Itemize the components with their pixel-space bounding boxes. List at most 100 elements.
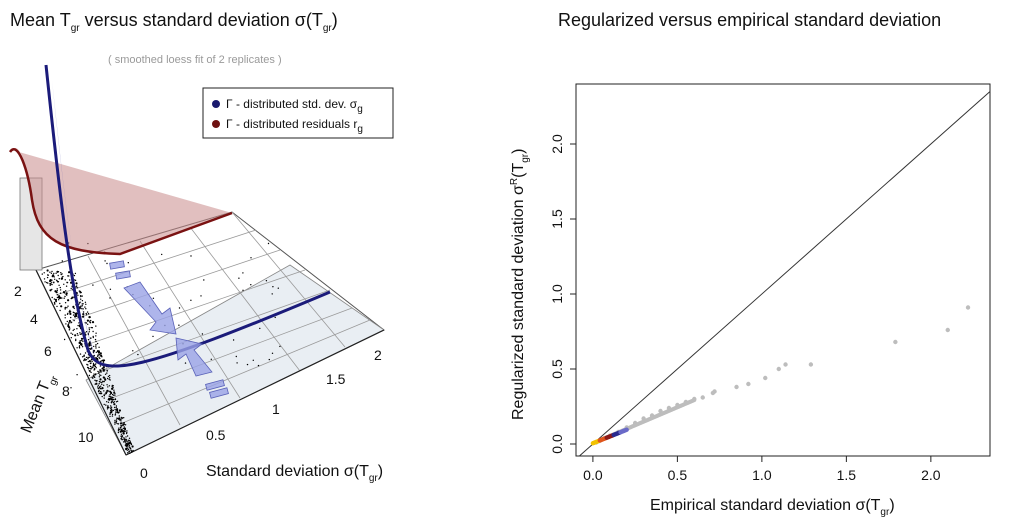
scatter-point xyxy=(66,307,68,309)
scatter-point xyxy=(98,380,101,383)
scatter-point xyxy=(65,293,67,295)
low-value-density-points xyxy=(590,427,629,446)
scatter-point xyxy=(130,450,133,452)
scatter-point xyxy=(80,337,84,340)
data-point xyxy=(746,381,751,387)
scatter-point xyxy=(111,413,114,416)
scatter-point xyxy=(97,350,100,353)
scatter-point xyxy=(58,296,61,299)
scatter-point xyxy=(122,432,125,435)
scatter-point xyxy=(236,362,238,364)
scatter-point xyxy=(242,289,244,291)
data-point xyxy=(783,362,788,367)
scatter-point xyxy=(78,322,80,324)
scatter-point xyxy=(99,374,101,376)
scatter-point xyxy=(51,283,53,286)
scatter-point xyxy=(43,278,46,280)
scatter-point xyxy=(115,406,117,409)
scatter-point xyxy=(98,354,100,356)
scatter-point xyxy=(74,315,77,318)
scatter-point xyxy=(95,345,97,347)
scatter-point xyxy=(124,424,127,426)
scatter-point xyxy=(78,290,81,292)
y-tick-label: 0.5 xyxy=(549,359,565,379)
scatter-point xyxy=(120,426,122,428)
scatter-point xyxy=(129,452,131,454)
scatter-point xyxy=(132,350,134,352)
scatter-point xyxy=(55,272,57,274)
scatter-point xyxy=(66,281,68,284)
scatter-point xyxy=(54,278,56,280)
scatter-point xyxy=(121,422,123,424)
scatter-point xyxy=(110,402,113,404)
scatter-point xyxy=(44,281,46,283)
x-tick-label: 1.0 xyxy=(752,467,772,483)
scatter-point xyxy=(88,374,91,377)
scatter-point xyxy=(87,332,90,334)
scatter-point xyxy=(259,327,261,330)
scatter-point xyxy=(61,276,63,278)
scatter-point xyxy=(114,408,116,411)
scatter-point xyxy=(68,275,70,277)
scatter-point xyxy=(76,315,78,318)
scatter-point xyxy=(71,333,74,335)
left-x-label: Standard deviation σ(Tgr) xyxy=(206,463,383,484)
scatter-point xyxy=(131,451,133,453)
scatter-point xyxy=(128,442,131,445)
scatter-point xyxy=(101,381,103,384)
scatter-point xyxy=(95,332,97,334)
scatter-point xyxy=(88,343,91,345)
scatter-point xyxy=(80,295,82,297)
scatter-point xyxy=(88,316,91,319)
legend-marker-std-dev xyxy=(212,100,220,108)
scatter-point xyxy=(107,401,110,403)
scatter-point xyxy=(90,326,92,329)
scatter-point xyxy=(98,392,101,394)
scatter-point xyxy=(94,379,96,381)
scatter-point xyxy=(210,358,212,360)
scatter-point xyxy=(75,338,77,340)
scatter-point xyxy=(49,282,52,285)
scatter-point xyxy=(96,350,99,353)
scatter-point xyxy=(272,286,274,288)
left-panel: Mean Tgr versus standard deviation σ(Tgr… xyxy=(8,10,394,484)
scatter-point xyxy=(250,284,252,286)
scatter-point xyxy=(107,375,110,378)
scatter-point xyxy=(90,337,92,339)
data-point xyxy=(734,384,739,390)
scatter-point xyxy=(90,348,92,350)
scatter-point xyxy=(56,289,58,292)
scatter-point xyxy=(76,374,78,376)
scatter-point xyxy=(109,413,111,415)
scatter-point xyxy=(78,346,81,348)
scatter-point xyxy=(120,428,123,431)
left-y-ticks: 2 4 6 8 10 xyxy=(14,283,94,445)
scatter-point xyxy=(100,371,102,373)
scatter-point xyxy=(114,423,116,425)
scatter-point xyxy=(108,374,111,377)
scatter-point xyxy=(82,313,85,316)
scatter-point xyxy=(110,409,112,412)
scatter-point xyxy=(106,262,108,265)
scatter-point xyxy=(101,383,103,385)
scatter-point xyxy=(64,317,66,319)
scatter-point xyxy=(89,370,91,372)
scatter-point xyxy=(101,367,104,369)
left-x-tick: 2 xyxy=(374,347,382,363)
scatter-point xyxy=(68,319,71,323)
scatter-point xyxy=(106,401,108,403)
scatter-point xyxy=(79,301,81,303)
scatter-point xyxy=(120,435,122,437)
scatter-point xyxy=(96,355,99,357)
arrow-up xyxy=(175,337,213,377)
scatter-point xyxy=(85,312,87,315)
scatter-point xyxy=(89,320,91,322)
scatter-point xyxy=(49,289,52,292)
left-x-tick: 1 xyxy=(272,401,280,417)
scatter-point xyxy=(125,436,127,438)
scatter-point xyxy=(109,297,111,299)
scatter-point xyxy=(92,330,94,333)
scatter-point xyxy=(47,282,49,284)
scatter-point xyxy=(95,335,97,337)
